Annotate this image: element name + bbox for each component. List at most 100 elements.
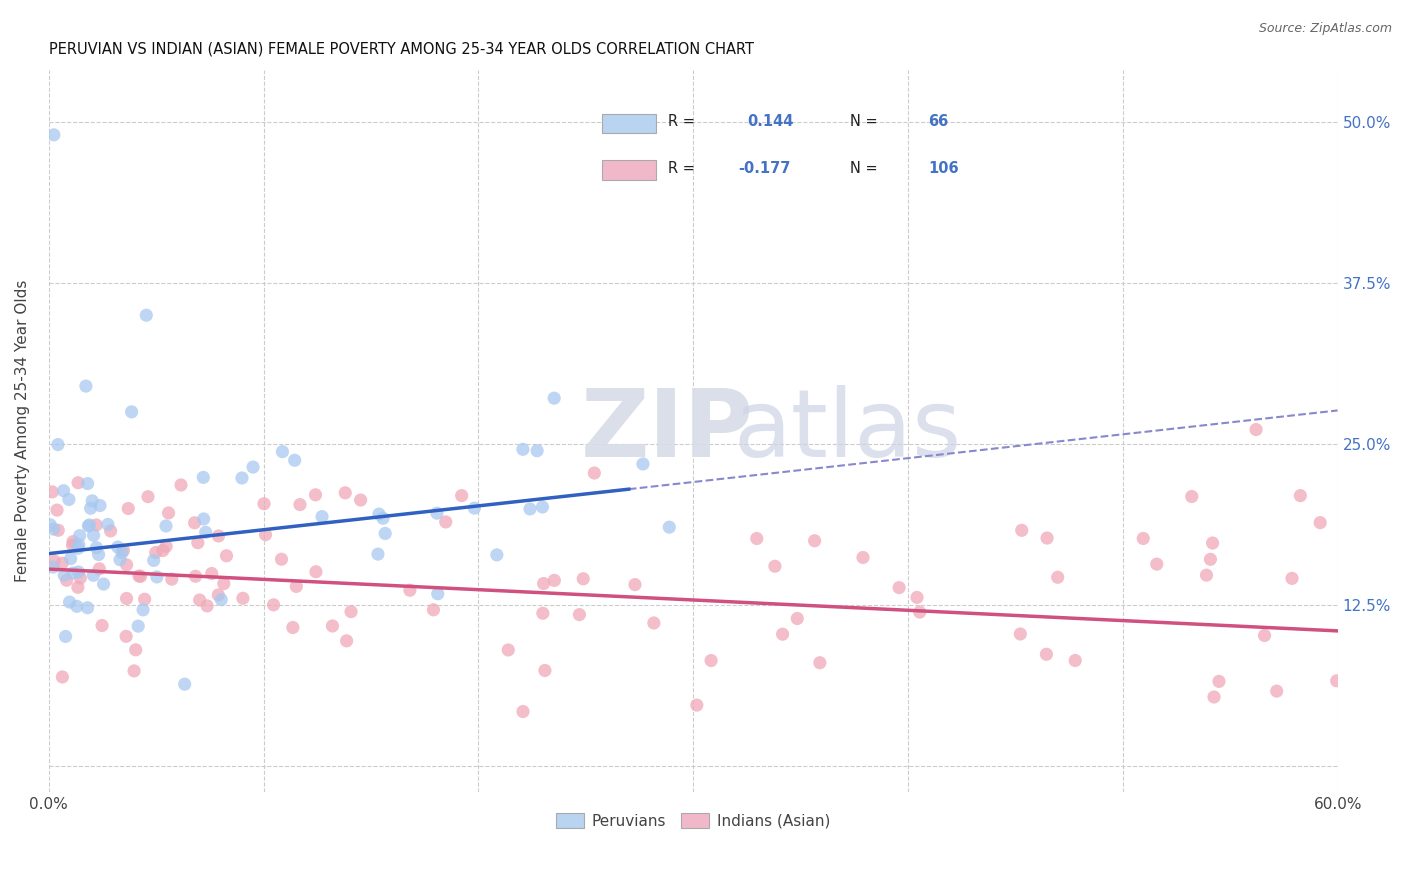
Point [543,391,565,405]
Point [624,577,647,591]
Point [1202,690,1225,704]
Point [700,654,723,668]
Point [335,486,357,500]
Point [631,457,654,471]
Point [1046,570,1069,584]
Point [152,543,174,558]
Point [263,598,285,612]
Point [232,591,254,606]
Point [51,670,73,684]
Point [67,541,90,556]
Point [125,643,148,657]
Point [55,630,77,644]
Point [155,539,177,553]
Point [231,471,253,485]
Point [207,529,229,543]
Point [808,656,831,670]
Point [399,583,422,598]
Point [89,499,111,513]
Point [84,517,107,532]
Point [62,566,84,580]
Point [533,576,555,591]
Point [426,506,449,520]
Point [91,618,114,632]
Point [207,588,229,602]
Point [253,497,276,511]
Point [568,607,591,622]
Point [463,501,485,516]
Point [173,677,195,691]
Point [76,476,98,491]
Text: PERUVIAN VS INDIAN (ASIAN) FEMALE POVERTY AMONG 25-34 YEAR OLDS CORRELATION CHAR: PERUVIAN VS INDIAN (ASIAN) FEMALE POVERT… [49,42,754,57]
Point [1035,648,1057,662]
Point [434,515,457,529]
Point [100,524,122,538]
Point [1309,516,1331,530]
Point [77,519,100,533]
Legend: Peruvians, Indians (Asian): Peruvians, Indians (Asian) [550,807,837,835]
Point [69,529,91,543]
Point [41,484,63,499]
Point [643,615,665,630]
Y-axis label: Female Poverty Among 25-34 Year Olds: Female Poverty Among 25-34 Year Olds [15,280,30,582]
Point [111,546,134,560]
Point [349,493,371,508]
Point [193,512,215,526]
Point [187,535,209,549]
Point [763,559,786,574]
Point [270,552,292,566]
Point [82,493,104,508]
Point [242,460,264,475]
Point [368,507,391,521]
Point [1199,552,1222,566]
Point [450,489,472,503]
Point [321,619,343,633]
Point [157,506,180,520]
Point [304,488,326,502]
Point [121,405,143,419]
Point [82,568,104,582]
Point [39,517,62,532]
Point [146,570,169,584]
Point [184,569,207,583]
Point [531,500,554,514]
Point [271,444,294,458]
Point [786,611,808,625]
Point [531,607,554,621]
Point [284,453,307,467]
Point [288,498,311,512]
Point [42,128,65,142]
Point [1011,524,1033,538]
Point [53,568,76,582]
Text: atlas: atlas [734,385,962,477]
Point [128,569,150,583]
Point [512,705,534,719]
Point [67,475,90,490]
Point [194,525,217,540]
Point [142,553,165,567]
Point [75,379,97,393]
Point [512,442,534,457]
Point [107,540,129,554]
Point [108,552,131,566]
Point [170,478,193,492]
Point [58,595,80,609]
Point [340,605,363,619]
Point [367,547,389,561]
Point [803,533,825,548]
Point [127,619,149,633]
Point [42,560,65,574]
Point [1195,568,1218,582]
Point [79,518,101,533]
Point [583,466,606,480]
Point [46,523,69,537]
Point [55,573,77,587]
Point [93,577,115,591]
Point [285,579,308,593]
Point [122,664,145,678]
Point [67,538,90,552]
Point [658,520,681,534]
Point [745,532,768,546]
Point [1132,532,1154,546]
Point [887,581,910,595]
